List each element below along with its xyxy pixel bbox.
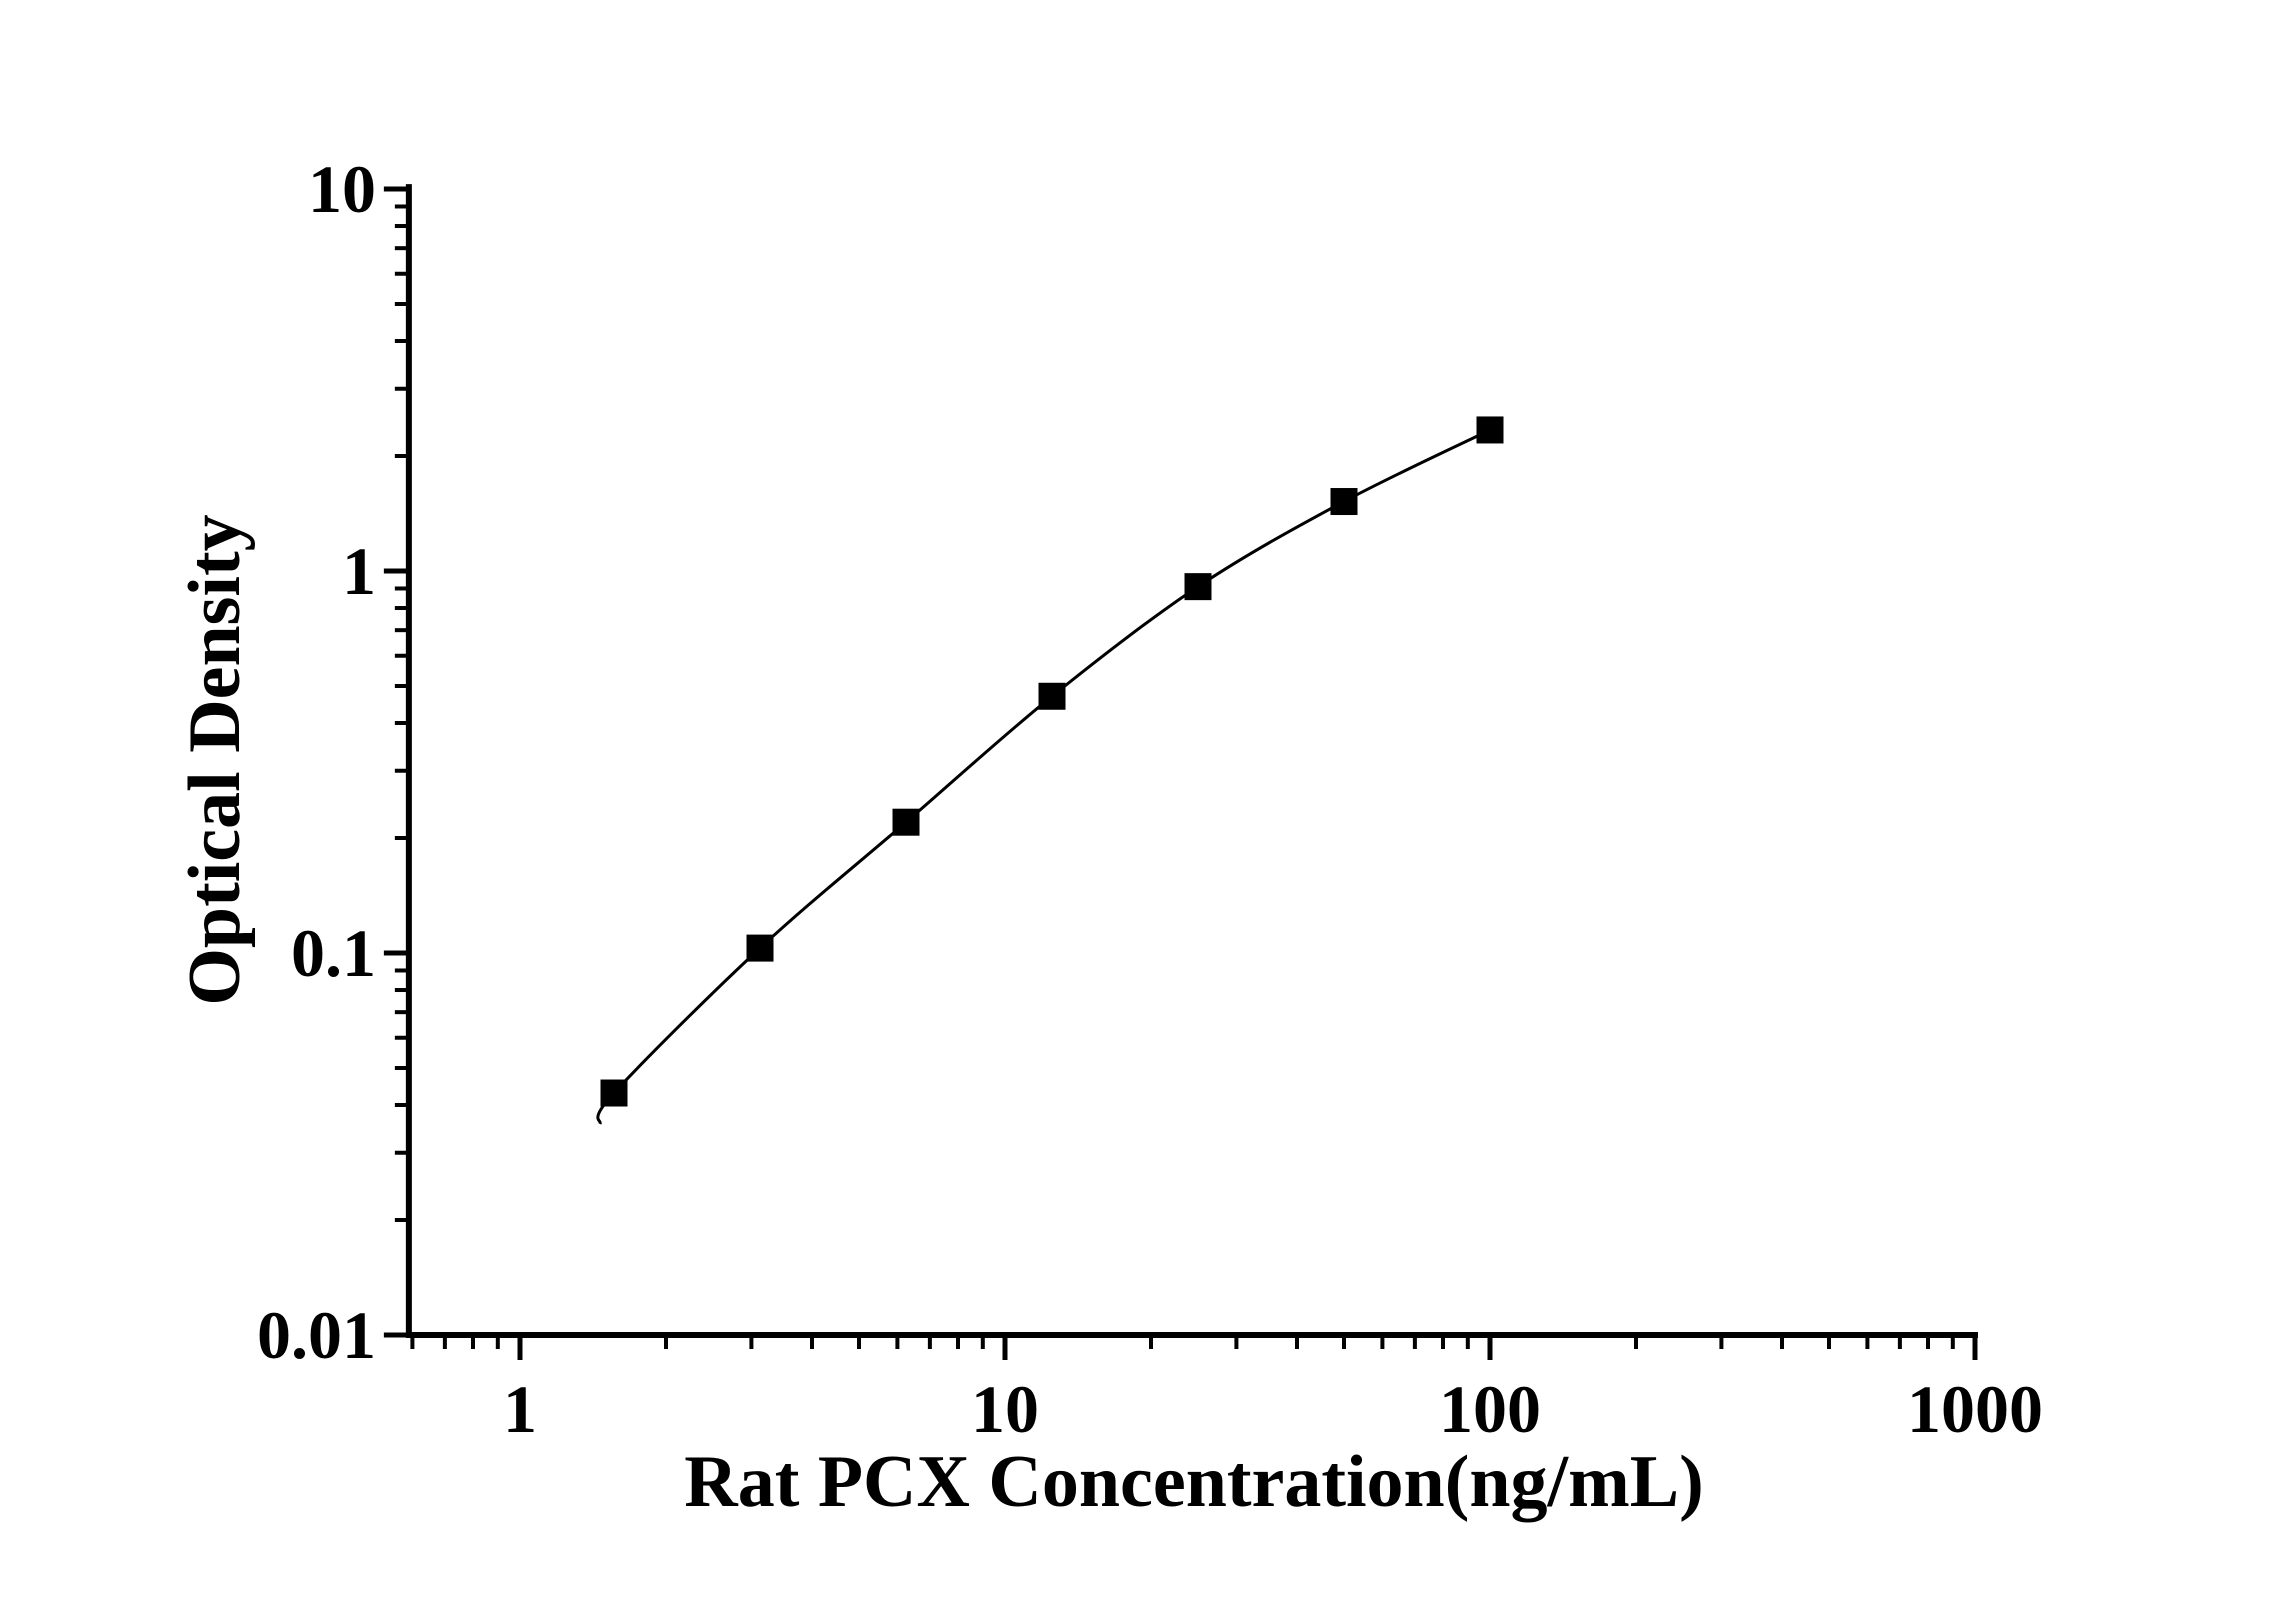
data-point-markers: [600, 416, 1504, 1107]
data-point-marker: [1184, 573, 1212, 601]
data-point-marker: [1330, 488, 1358, 516]
y-axis-title: Optical Density: [174, 514, 256, 1006]
x-tick-label: 10: [971, 1371, 1039, 1447]
x-axis-title: Rat PCX Concentration(ng/mL): [684, 1441, 1704, 1523]
x-tick-labels: 1 10 100 1000: [503, 1371, 2043, 1447]
data-point-marker: [1038, 682, 1066, 710]
x-axis-ticks: [410, 1335, 1978, 1360]
standard-curve-line: [596, 428, 1491, 1125]
x-tick-label: 100: [1439, 1371, 1541, 1447]
data-point-marker: [892, 808, 920, 836]
y-axis-ticks: [383, 186, 409, 1338]
y-tick-label: 0.01: [257, 1297, 376, 1373]
data-point-marker: [1476, 416, 1504, 444]
y-tick-label: 1: [342, 533, 376, 609]
data-point-marker: [746, 934, 774, 962]
y-tick-label: 0.1: [291, 915, 376, 991]
data-point-marker: [600, 1079, 628, 1107]
y-tick-label: 10: [308, 151, 376, 227]
y-tick-labels: 0.01 0.1 1 10: [257, 151, 376, 1373]
axes: [405, 184, 1978, 1338]
x-tick-label: 1: [503, 1371, 537, 1447]
x-tick-label: 1000: [1907, 1371, 2043, 1447]
